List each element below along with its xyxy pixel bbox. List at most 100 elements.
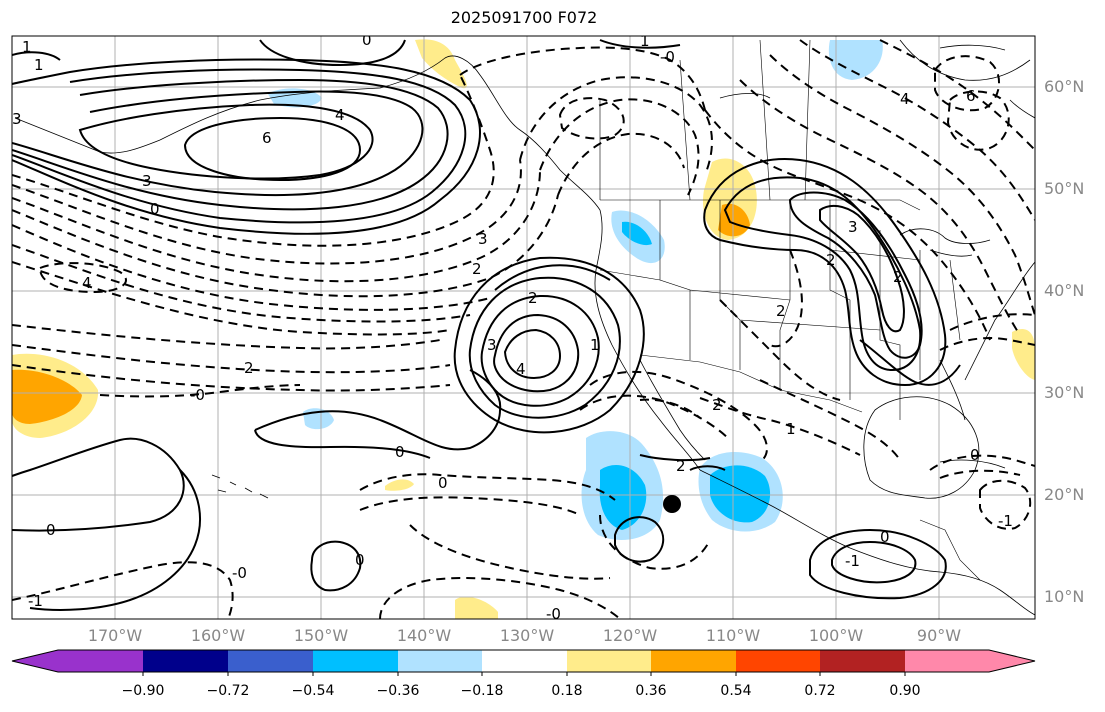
lat-label-60n: 60°N bbox=[1044, 77, 1085, 96]
trough-pacific-4 bbox=[12, 194, 559, 298]
contour-label: 3 bbox=[478, 230, 488, 248]
contour-label: 2 bbox=[676, 457, 686, 475]
mexico-one bbox=[689, 465, 726, 471]
contour-label: -1 bbox=[28, 592, 43, 610]
colorbar-tick-label: −0.36 bbox=[376, 683, 420, 699]
mexico-high-0 bbox=[809, 528, 947, 600]
colorbar-tick-label: 0.36 bbox=[635, 683, 667, 699]
contour-label: 4 bbox=[335, 106, 345, 124]
contour-label: 4 bbox=[82, 274, 92, 292]
map-frame bbox=[11, 35, 1036, 620]
colorbar-segment bbox=[482, 650, 567, 672]
canada-provinces bbox=[599, 39, 811, 201]
lat-label-30n: 30°N bbox=[1044, 383, 1085, 402]
storm-position-marker bbox=[663, 495, 681, 513]
colorbar-segment bbox=[567, 650, 651, 672]
map-background bbox=[12, 36, 1035, 619]
ridge-west-coast-3 bbox=[493, 313, 580, 393]
zero-pacific-b bbox=[254, 429, 431, 459]
contour-label: -1 bbox=[998, 512, 1013, 530]
ridge-west-coast-4 bbox=[503, 328, 562, 380]
contour-label: -1 bbox=[845, 552, 860, 570]
us-canada-border bbox=[600, 199, 921, 211]
high-north-pacific-1 bbox=[12, 68, 467, 224]
negative-anomaly-mexico-core bbox=[710, 465, 771, 523]
lon-label-120w: 120°W bbox=[602, 626, 658, 645]
contour-label: 2 bbox=[893, 268, 903, 286]
negative-anomaly-baja-west-core bbox=[599, 465, 647, 530]
gulf-trough-outer-b bbox=[939, 469, 1021, 479]
alaska-coast bbox=[159, 55, 601, 211]
contour-label: 2 bbox=[826, 251, 836, 269]
gulf-closed-low bbox=[979, 479, 1032, 530]
colorbar-segment bbox=[58, 650, 144, 672]
top-mid-one bbox=[599, 39, 681, 49]
positive-anomaly-west-pacific-core bbox=[12, 369, 82, 424]
mexico-trough-2 bbox=[759, 379, 901, 461]
west-coast-us bbox=[594, 209, 701, 471]
contour-label: 1 bbox=[640, 32, 650, 50]
colorbar-tick-label: −0.18 bbox=[460, 683, 504, 699]
colorbar bbox=[11, 649, 1036, 676]
trough-east-pacific-a bbox=[459, 46, 706, 111]
positive-contours bbox=[12, 39, 961, 611]
colorbar-segment bbox=[398, 650, 482, 672]
contour-label: -0 bbox=[190, 386, 205, 404]
mexico-low-loop bbox=[599, 514, 711, 570]
high-north-pacific-2 bbox=[12, 78, 449, 211]
trough-pacific-8 bbox=[12, 324, 441, 350]
ridge-inner-a bbox=[494, 264, 611, 291]
mexico-trough bbox=[699, 397, 861, 456]
lon-label-90w: 90°W bbox=[916, 626, 962, 645]
negative-anomaly-canada bbox=[828, 40, 883, 80]
low-us-1 bbox=[723, 176, 922, 372]
contour-label: 6 bbox=[966, 87, 976, 105]
contour-label: 4 bbox=[516, 360, 526, 378]
ridge-west-coast-1 bbox=[468, 276, 621, 419]
high-north-pacific-3 bbox=[12, 90, 424, 196]
contour-label: 2 bbox=[776, 302, 786, 320]
lon-label-110w: 110°W bbox=[705, 626, 761, 645]
trough-pacific-6 bbox=[12, 244, 471, 323]
baja-trough-3 bbox=[639, 398, 701, 419]
baja-peninsula bbox=[639, 359, 706, 461]
positive-anomaly-south bbox=[455, 596, 498, 619]
trough-pacific-2 bbox=[12, 159, 522, 265]
hudson-bay bbox=[899, 39, 1031, 81]
east-coast-trough-b bbox=[949, 313, 1035, 331]
colorbar-segment bbox=[313, 650, 398, 672]
contour-label: 1 bbox=[34, 56, 44, 74]
trough-pacific-5 bbox=[12, 224, 491, 311]
colorbar-tick-label: 0.72 bbox=[804, 683, 836, 699]
contour-label: 0 bbox=[395, 443, 405, 461]
us-east-trough-3 bbox=[769, 54, 1035, 316]
colorbar-segment bbox=[228, 650, 313, 672]
state-lines bbox=[599, 200, 961, 420]
political-borders bbox=[599, 39, 981, 581]
canada-islands bbox=[719, 44, 1035, 119]
contour-label: 4 bbox=[900, 90, 910, 108]
lat-label-20n: 20°N bbox=[1044, 485, 1085, 504]
lon-label-150w: 150°W bbox=[293, 626, 349, 645]
colorbar-tick-label: 0.54 bbox=[720, 683, 752, 699]
mexico-high-1 bbox=[831, 540, 917, 584]
contour-label: 3 bbox=[12, 110, 22, 128]
minus-zero-line bbox=[99, 384, 301, 398]
lon-label-100w: 100°W bbox=[808, 626, 864, 645]
contour-label: 0 bbox=[880, 528, 890, 546]
trough-pacific-1 bbox=[12, 74, 495, 247]
contour-label: -0 bbox=[660, 48, 675, 66]
trough-west-loop bbox=[38, 262, 127, 294]
positive-anomaly-gulf-alaska bbox=[415, 39, 467, 89]
central-us-zero bbox=[859, 339, 961, 386]
contour-label: 3 bbox=[848, 218, 858, 236]
us-east-trough-2 bbox=[739, 79, 1021, 336]
negative-contours bbox=[12, 39, 1035, 619]
pacific-trough-south-e bbox=[409, 524, 611, 580]
colorbar-outline bbox=[11, 649, 1036, 673]
contour-label: 2 bbox=[472, 260, 482, 278]
contour-label: 0 bbox=[355, 551, 365, 569]
contour-label: 2 bbox=[712, 396, 722, 414]
colorbar-extend-left bbox=[12, 650, 58, 672]
